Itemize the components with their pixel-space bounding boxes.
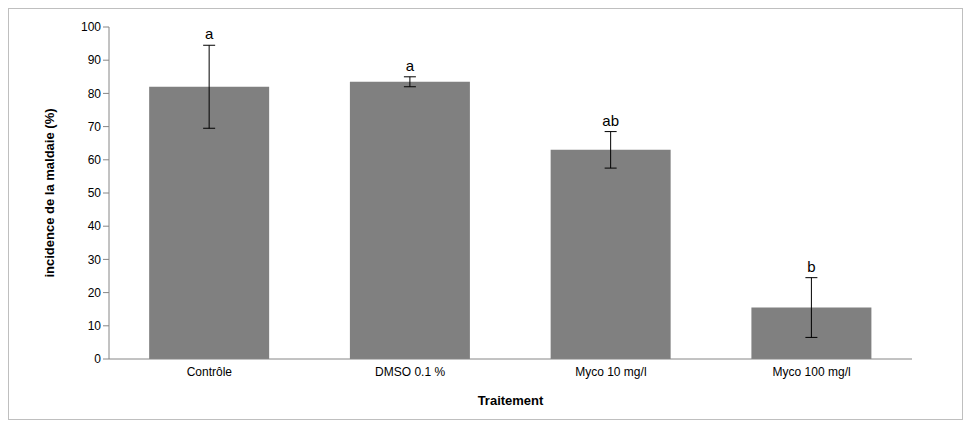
svg-text:b: b xyxy=(807,258,815,275)
svg-text:50: 50 xyxy=(88,186,102,200)
svg-text:60: 60 xyxy=(88,153,102,167)
svg-text:DMSO 0.1 %: DMSO 0.1 % xyxy=(375,365,445,379)
svg-text:80: 80 xyxy=(88,87,102,101)
svg-text:a: a xyxy=(406,57,415,74)
svg-text:30: 30 xyxy=(88,253,102,267)
svg-text:a: a xyxy=(205,25,214,42)
svg-text:incidence de la maldaie (%): incidence de la maldaie (%) xyxy=(42,108,57,277)
svg-text:Traitement: Traitement xyxy=(478,393,544,408)
svg-text:20: 20 xyxy=(88,286,102,300)
svg-text:70: 70 xyxy=(88,120,102,134)
svg-text:Myco 10 mg/l: Myco 10 mg/l xyxy=(575,365,646,379)
svg-text:40: 40 xyxy=(88,219,102,233)
svg-text:ab: ab xyxy=(602,112,619,129)
svg-text:90: 90 xyxy=(88,53,102,67)
svg-text:Myco 100 mg/l: Myco 100 mg/l xyxy=(773,365,851,379)
svg-text:Contrôle: Contrôle xyxy=(187,365,233,379)
svg-text:0: 0 xyxy=(94,352,101,366)
svg-text:100: 100 xyxy=(81,20,101,34)
svg-text:10: 10 xyxy=(88,319,102,333)
